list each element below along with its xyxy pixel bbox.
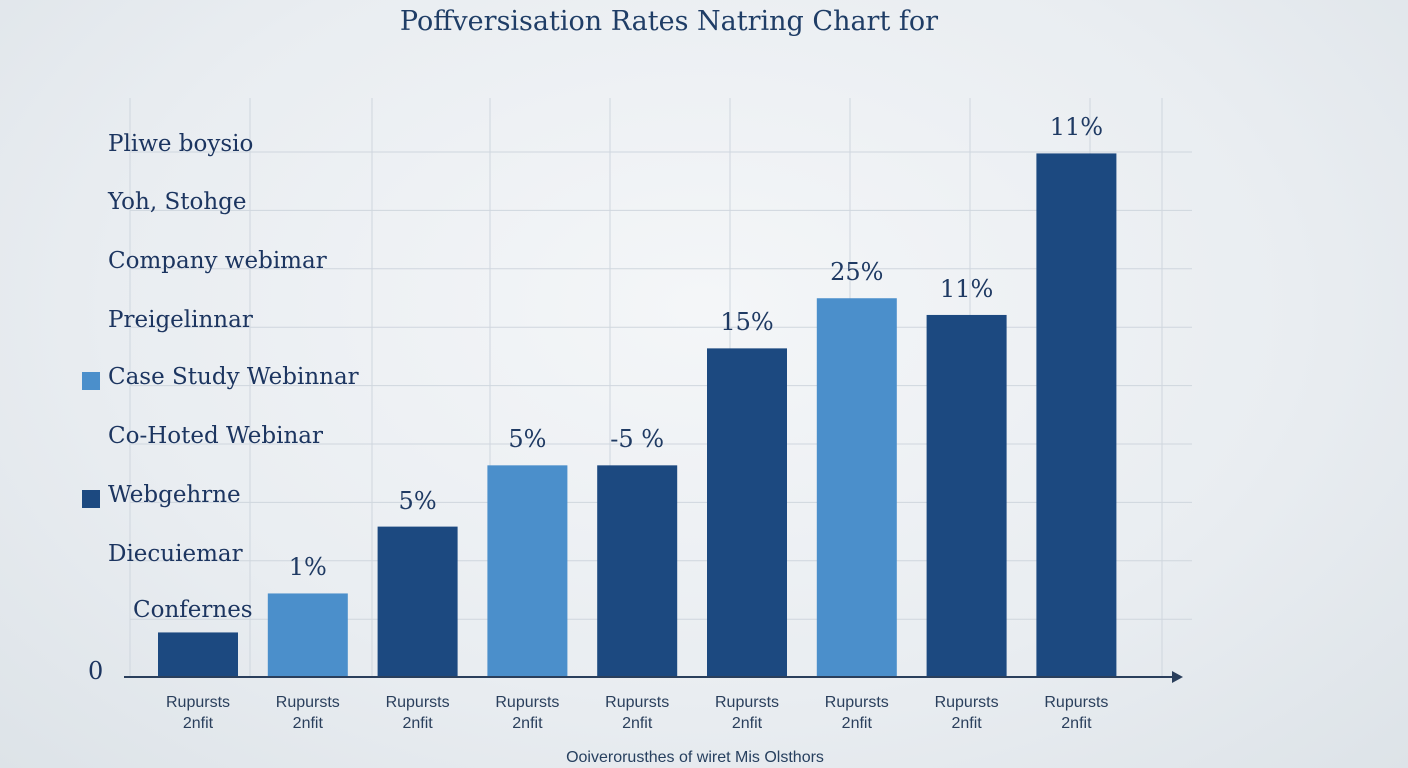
x-tick-label: Rupursts 2nfit — [165, 694, 231, 732]
legend-entry-label: Preigelinnar — [108, 307, 253, 333]
legend-swatch — [82, 372, 100, 390]
bar-value-label: 5% — [398, 486, 437, 515]
legend-entry-label: Diecuiemar — [108, 541, 243, 567]
legend-entry-label: Co-Hoted Webinar — [108, 423, 323, 449]
x-tick-label: Rupursts 2nfit — [714, 694, 780, 732]
x-tick-label: Rupursts 2nfit — [495, 694, 560, 732]
bar-5 — [597, 465, 678, 677]
x-tick-label: Rupursts 2nfit — [824, 694, 889, 732]
bar-4 — [487, 465, 568, 677]
legend-swatch — [82, 490, 100, 508]
y-axis-zero-label: 0 — [88, 657, 104, 685]
x-tick-label: Rupursts 2nfit — [275, 694, 340, 732]
bar-2 — [267, 593, 348, 677]
bar-6 — [707, 348, 787, 677]
legend-entry-label: Confernes — [133, 597, 253, 623]
x-tick-label: Rupursts 2nfit — [1044, 694, 1109, 732]
bar-value-label: 25% — [830, 258, 884, 287]
x-tick-label: Rupursts 2nfit — [605, 694, 670, 732]
legend-entry-label: Pliwe boysio — [108, 131, 254, 157]
x-tick-label: Rupursts 2nfit — [385, 694, 450, 732]
bar-value-label: -5 % — [610, 425, 665, 454]
bar-3 — [377, 526, 458, 677]
axes — [124, 671, 1183, 683]
legend-entry-label: Webgehrne — [108, 482, 241, 508]
bar-value-label: 1% — [288, 553, 327, 582]
legend-entry-label: Company webimar — [108, 248, 327, 274]
x-axis-arrow-icon — [1172, 671, 1183, 683]
bar-value-label: 11% — [1049, 113, 1104, 142]
bar-value-label: 15% — [720, 308, 774, 337]
chart-title: Poffversisation Rates Natring Chart for — [399, 6, 939, 37]
bars — [158, 153, 1117, 678]
bar-1 — [158, 632, 238, 677]
bar-value-label: 11% — [939, 274, 994, 303]
bar-9 — [1036, 153, 1117, 678]
x-axis-title: Ooiverorusthes of wiret Mis Olsthors — [566, 749, 824, 766]
x-tick-label: Rupursts 2nfit — [934, 694, 999, 732]
bar-8 — [926, 314, 1007, 677]
bar-7 — [816, 298, 897, 677]
legend-entry-label: Yoh, Stohge — [108, 189, 247, 215]
bar-value-label: 5% — [508, 425, 547, 454]
legend-entry-label: Case Study Webinnar — [108, 364, 359, 390]
